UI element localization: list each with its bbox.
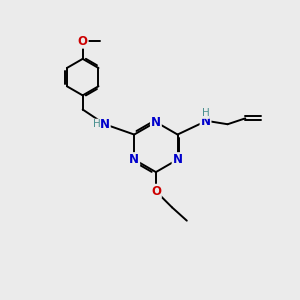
Text: N: N	[100, 118, 110, 131]
Text: H: H	[93, 119, 101, 129]
Text: O: O	[78, 35, 88, 48]
Text: N: N	[129, 153, 139, 166]
Text: H: H	[202, 108, 209, 118]
Text: N: N	[172, 153, 183, 166]
Text: N: N	[200, 115, 211, 128]
Text: O: O	[151, 185, 161, 198]
Text: N: N	[151, 116, 161, 128]
